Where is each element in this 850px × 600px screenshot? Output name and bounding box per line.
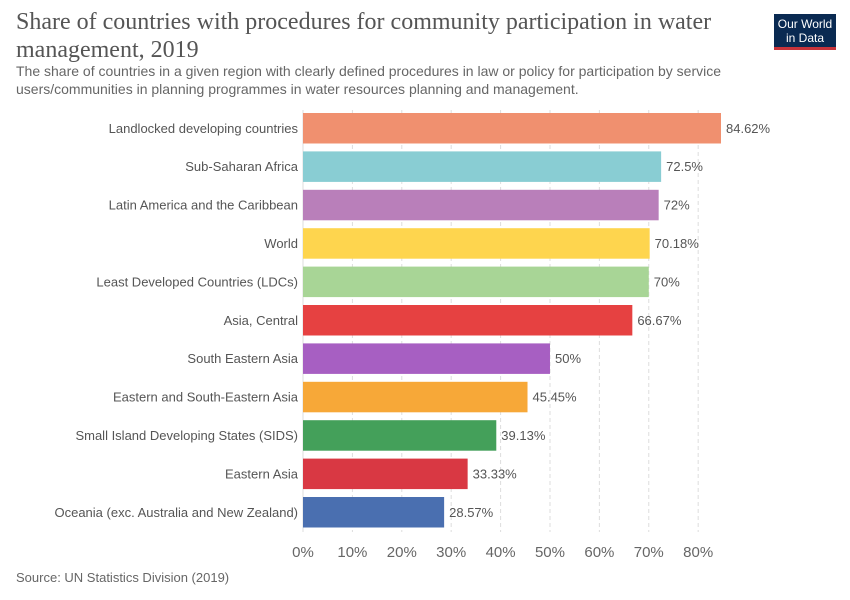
bar	[303, 381, 528, 413]
category-label: Latin America and the Caribbean	[109, 198, 298, 213]
category-label: Sub-Saharan Africa	[185, 159, 299, 174]
bar	[303, 113, 721, 144]
chart-subtitle: The share of countries in a given region…	[16, 63, 722, 97]
bar	[303, 189, 659, 221]
bar	[303, 458, 468, 490]
value-label: 70%	[654, 274, 680, 289]
value-label: 70.18%	[655, 236, 700, 251]
value-label: 45.45%	[533, 390, 578, 405]
category-label: Oceania (exc. Australia and New Zealand)	[54, 505, 298, 520]
chart-title: Share of countries with procedures for c…	[16, 9, 712, 63]
x-tick-label: 20%	[387, 544, 417, 561]
category-label: Small Island Developing States (SIDS)	[75, 428, 298, 443]
x-tick-label: 30%	[436, 544, 466, 561]
value-label: 33.33%	[473, 466, 518, 481]
x-tick-label: 80%	[683, 544, 713, 561]
bar	[303, 343, 550, 374]
bar	[303, 305, 633, 336]
bar	[303, 228, 650, 259]
value-label: 72.5%	[666, 159, 703, 174]
x-tick-label: 0%	[292, 544, 314, 561]
category-label: Eastern and South-Eastern Asia	[113, 390, 299, 405]
category-label: Asia, Central	[224, 313, 299, 328]
owid-logo[interactable]: Our World in Data	[774, 14, 836, 50]
bar	[303, 497, 445, 528]
value-label: 66.67%	[637, 313, 682, 328]
bar	[303, 420, 497, 451]
value-label: 84.62%	[726, 121, 771, 136]
value-label: 50%	[555, 351, 581, 366]
value-label: 28.57%	[449, 505, 494, 520]
value-label: 72%	[664, 198, 690, 213]
x-tick-label: 50%	[535, 544, 565, 561]
bar	[303, 266, 649, 298]
source-note: Source: UN Statistics Division (2019)	[16, 570, 230, 585]
x-tick-label: 40%	[486, 544, 516, 561]
x-tick-label: 10%	[337, 544, 367, 561]
bar	[303, 151, 662, 182]
logo-line-1: Our World	[777, 17, 833, 31]
category-label: Least Developed Countries (LDCs)	[96, 274, 298, 289]
x-tick-label: 70%	[634, 544, 664, 561]
category-label: Eastern Asia	[225, 466, 299, 481]
category-label: World	[264, 236, 298, 251]
category-label: South Eastern Asia	[187, 351, 298, 366]
value-label: 39.13%	[501, 428, 546, 443]
category-label: Landlocked developing countries	[109, 121, 299, 136]
logo-line-2: in Data	[785, 31, 825, 45]
x-tick-label: 60%	[584, 544, 614, 561]
